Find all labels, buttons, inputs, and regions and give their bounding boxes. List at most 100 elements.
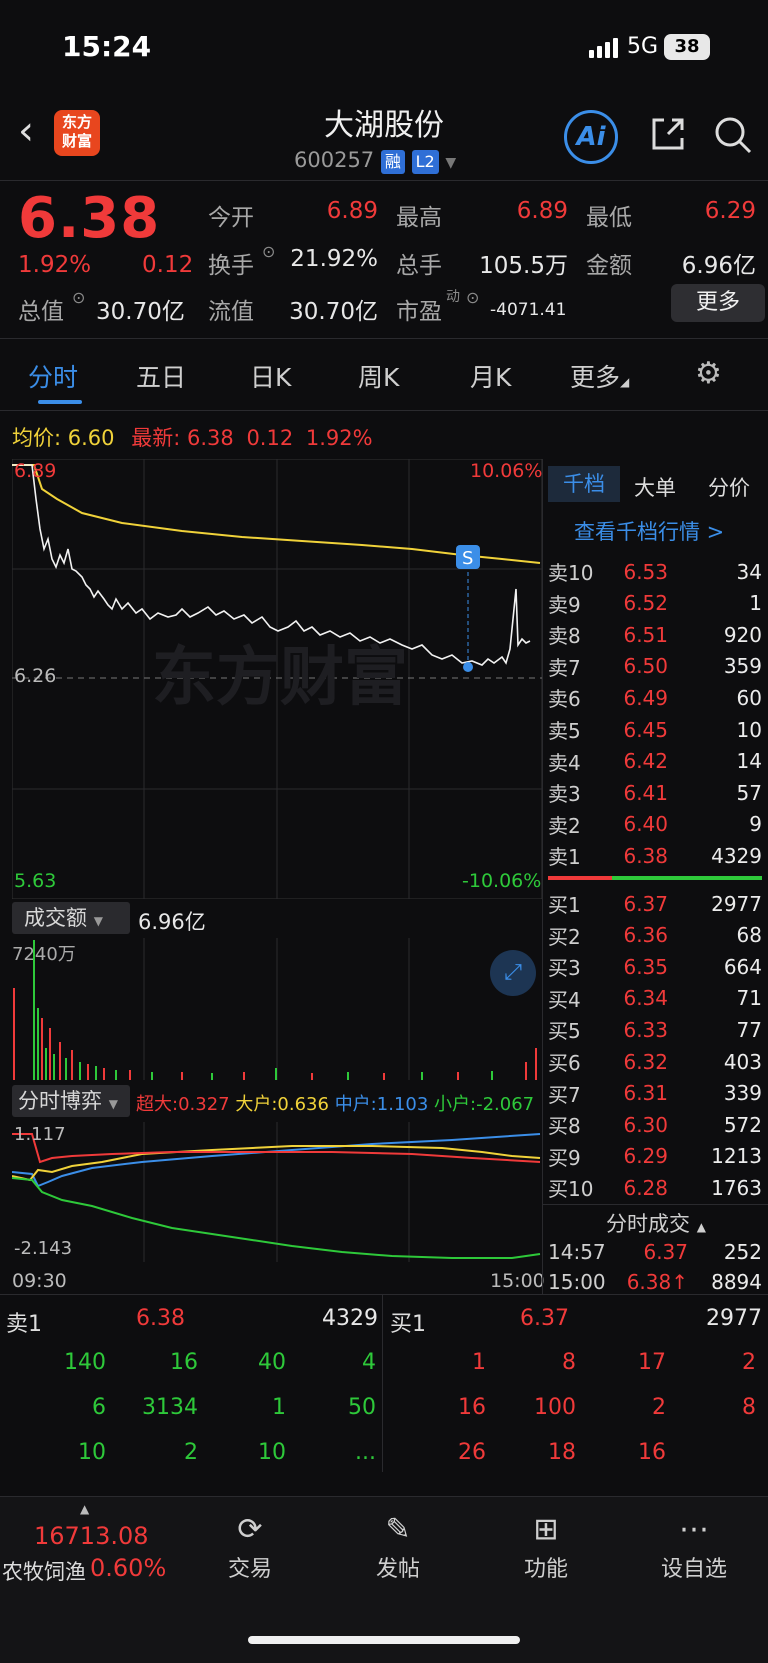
pe-value: -4071.41: [490, 300, 567, 320]
margin-tag: 融: [380, 150, 405, 174]
queue-sell-cell: 140: [64, 1350, 106, 1375]
ask-row[interactable]: 卖1 6.38 4329: [548, 840, 762, 871]
level2-tag: L2: [411, 150, 439, 174]
bid-row[interactable]: 买2 6.36 68: [548, 920, 762, 951]
app-logo[interactable]: 东方 财富: [54, 110, 100, 156]
bid-row[interactable]: 买4 6.34 71: [548, 983, 762, 1014]
nav-trade[interactable]: ⟳ 交易: [190, 1512, 310, 1583]
bid-row[interactable]: 买6 6.32 403: [548, 1046, 762, 1077]
ask-volume: 10: [736, 717, 762, 742]
tick-time: 14:57: [548, 1239, 606, 1264]
ask-row[interactable]: 卖3 6.41 57: [548, 777, 762, 808]
active-tab-indicator: [38, 400, 82, 404]
ask-volume: 34: [736, 559, 762, 584]
volume-label: 成交额: [24, 906, 87, 930]
pe-dynamic-sup: 动: [446, 289, 460, 305]
back-icon[interactable]: ‹: [18, 108, 34, 154]
amount-label: 金额: [586, 253, 632, 279]
float-label: 流值: [208, 299, 254, 325]
bid-price: 6.35: [623, 954, 668, 979]
settings-icon[interactable]: ⚙: [695, 356, 722, 391]
ask-row[interactable]: 卖10 6.53 34: [548, 556, 762, 587]
ask-level: 卖7: [548, 655, 581, 680]
bid-row[interactable]: 买1 6.37 2977: [548, 888, 762, 919]
ask-row[interactable]: 卖8 6.51 920: [548, 619, 762, 650]
info-icon[interactable]: ⊙: [466, 288, 480, 307]
ask-price: 6.38: [623, 843, 668, 868]
tick-volume: 252: [723, 1239, 762, 1264]
ask-price: 6.51: [623, 622, 668, 647]
tab-daily-k[interactable]: 日K: [250, 363, 292, 392]
volume-max: 7240万: [12, 944, 76, 965]
caret-up-icon: ▲: [80, 1502, 90, 1516]
ask-price: 6.40: [623, 812, 668, 837]
tick-volume: 8894: [711, 1269, 762, 1294]
queue-buy-cell: 16: [458, 1395, 486, 1420]
ask-price: 6.49: [623, 685, 668, 710]
queue-sell-cell: 3134: [142, 1395, 198, 1420]
latest-change: 0.12: [246, 426, 294, 450]
ai-button[interactable]: Ai: [564, 110, 618, 164]
flow-selector[interactable]: 分时博弈 ▼: [12, 1085, 130, 1117]
bid-level: 买4: [548, 987, 581, 1012]
volume-value: 105.5万: [479, 253, 568, 279]
avg-price-line: [12, 464, 541, 564]
bid-row[interactable]: 买9 6.29 1213: [548, 1141, 762, 1172]
ask-price: 6.45: [623, 717, 668, 742]
open-label: 今开: [208, 205, 254, 231]
queue-buy-cell: 16: [638, 1440, 666, 1465]
view-depth-link[interactable]: 查看千档行情 >: [574, 520, 725, 544]
queue-sell-cell: 10: [258, 1440, 286, 1465]
nav-functions[interactable]: ⊞ 功能: [486, 1512, 606, 1583]
tab-weekly-k[interactable]: 周K: [358, 363, 400, 392]
more-dots-icon: ⋯: [679, 1512, 709, 1547]
tab-monthly-k[interactable]: 月K: [470, 363, 512, 392]
time-end: 15:00: [490, 1270, 545, 1292]
intraday-chart[interactable]: 东方财富 S: [12, 459, 542, 899]
ask-row[interactable]: 卖4 6.42 14: [548, 746, 762, 777]
index-value[interactable]: 16713.08: [34, 1522, 149, 1550]
tab-price-dist[interactable]: 分价: [708, 476, 750, 500]
index-name[interactable]: 农牧饲渔: [2, 1560, 86, 1584]
bid-price: 6.36: [623, 923, 668, 948]
ask-level: 卖10: [548, 561, 594, 585]
nav-post[interactable]: ✎ 发帖: [338, 1512, 458, 1583]
tick-row: 15:00 6.38↑ 8894: [548, 1266, 762, 1297]
queue-buy-price: 6.37: [520, 1306, 569, 1331]
index-percent[interactable]: 0.60%: [90, 1554, 167, 1582]
ticks-label[interactable]: 分时成交 ▲: [606, 1212, 706, 1236]
ask-row[interactable]: 卖9 6.52 1: [548, 588, 762, 619]
home-indicator[interactable]: [248, 1636, 520, 1644]
tab-five-day[interactable]: 五日: [136, 363, 187, 392]
search-icon[interactable]: [712, 114, 754, 156]
turnover-label: 换手: [208, 253, 254, 279]
signal-icon: [589, 38, 618, 58]
ask-row[interactable]: 卖6 6.49 60: [548, 682, 762, 713]
more-button[interactable]: 更多: [671, 284, 765, 322]
nav-watchlist[interactable]: ⋯ 设自选: [634, 1512, 754, 1583]
bid-row[interactable]: 买7 6.31 339: [548, 1078, 762, 1109]
axis-bottom-percent: -10.06%: [462, 870, 542, 892]
queue-buy-label: 买1: [390, 1312, 426, 1337]
expand-icon[interactable]: ⤢: [490, 950, 536, 996]
bid-row[interactable]: 买3 6.35 664: [548, 951, 762, 982]
bid-row[interactable]: 买5 6.33 77: [548, 1014, 762, 1045]
tab-thousand-level[interactable]: 千档: [548, 466, 620, 502]
ask-row[interactable]: 卖5 6.45 10: [548, 714, 762, 745]
share-icon[interactable]: [648, 114, 688, 154]
bid-row[interactable]: 买8 6.30 572: [548, 1109, 762, 1140]
ask-row[interactable]: 卖2 6.40 9: [548, 809, 762, 840]
bid-row[interactable]: 买10 6.28 1763: [548, 1172, 762, 1203]
queue-buy-cell: 2: [742, 1350, 756, 1375]
small-label: 小户:: [434, 1094, 477, 1115]
bid-ask-ratio-bar: [548, 876, 762, 880]
tab-large-orders[interactable]: 大单: [634, 476, 676, 500]
tab-more[interactable]: 更多◢: [570, 363, 630, 392]
ask-row[interactable]: 卖7 6.50 359: [548, 651, 762, 682]
info-icon[interactable]: ⊙: [72, 288, 86, 307]
queue-sell-cell: 1: [272, 1395, 286, 1420]
info-icon[interactable]: ⊙: [262, 242, 276, 261]
volume-selector[interactable]: 成交额 ▼: [12, 902, 130, 934]
tab-intraday[interactable]: 分时: [28, 363, 79, 392]
stock-code-line[interactable]: 600257 融 L2 ▼: [294, 148, 456, 174]
